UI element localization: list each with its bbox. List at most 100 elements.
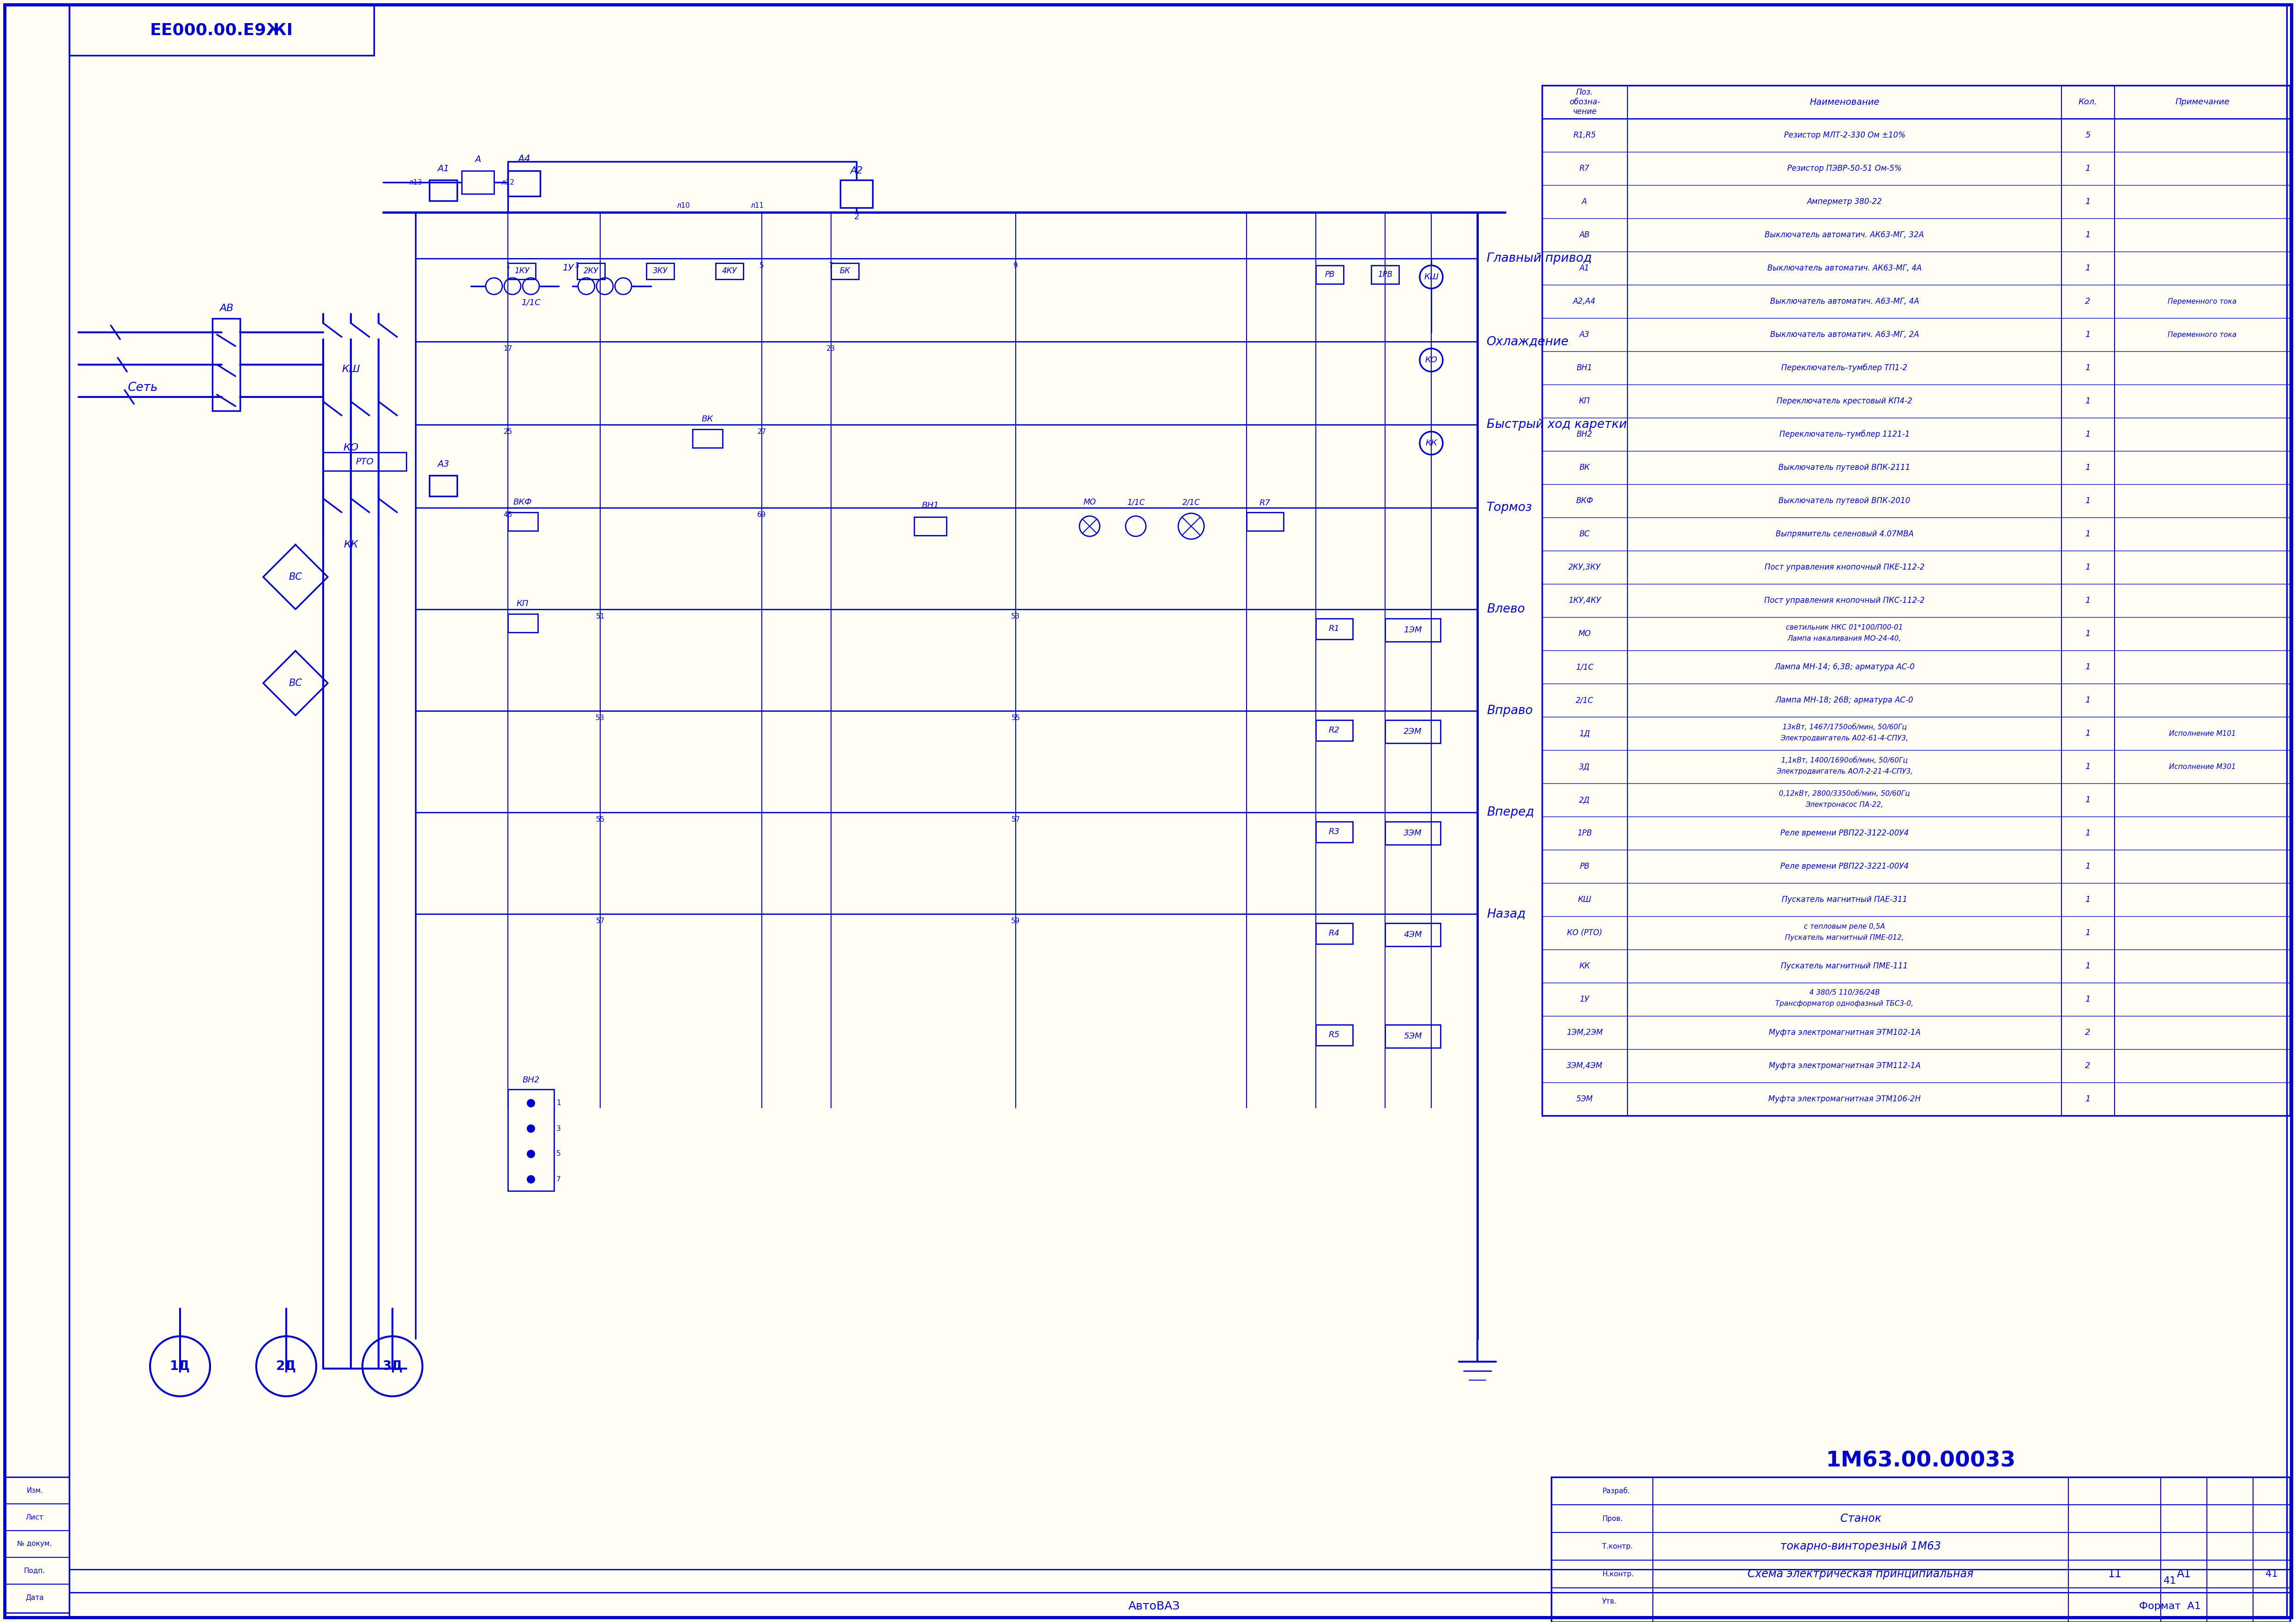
- Text: Электронасос ПА-22,: Электронасос ПА-22,: [1805, 801, 1883, 808]
- Text: Пускатель магнитный ПМЕ-111: Пускатель магнитный ПМЕ-111: [1782, 962, 1908, 970]
- Text: 1: 1: [2085, 829, 2089, 837]
- Text: 1М63.00.00033: 1М63.00.00033: [1825, 1450, 2016, 1471]
- Text: АВ: АВ: [218, 303, 234, 313]
- Text: Резистор МЛТ-2-330 Ом ±10%: Резистор МЛТ-2-330 Ом ±10%: [1784, 131, 1906, 139]
- Text: КП: КП: [517, 600, 528, 608]
- Text: 3ЭМ: 3ЭМ: [1403, 829, 1421, 837]
- Bar: [1384, 923, 1440, 946]
- Text: 1: 1: [2085, 563, 2089, 571]
- Bar: [1316, 618, 1352, 639]
- Text: ВН2: ВН2: [521, 1075, 540, 1083]
- Text: 1РВ: 1РВ: [1577, 829, 1591, 837]
- Text: 1: 1: [2085, 663, 2089, 672]
- Bar: [576, 263, 604, 279]
- Text: РТО: РТО: [356, 457, 374, 466]
- Text: 1: 1: [2085, 397, 2089, 406]
- Bar: [647, 263, 675, 279]
- Text: Муфта электромагнитная ЭТМ106-2Н: Муфта электромагнитная ЭТМ106-2Н: [1768, 1095, 1922, 1103]
- Bar: [1316, 822, 1352, 842]
- Text: № докум.: № докум.: [18, 1541, 53, 1547]
- Text: Выключатель автоматич. АК63-МГ, 4А: Выключатель автоматич. АК63-МГ, 4А: [1768, 264, 1922, 272]
- Text: Муфта электромагнитная ЭТМ102-1А: Муфта электромагнитная ЭТМ102-1А: [1768, 1028, 1919, 1036]
- Text: Переменного тока: Переменного тока: [2167, 331, 2236, 337]
- Text: 2: 2: [2085, 1028, 2089, 1036]
- Text: КШ: КШ: [1424, 272, 1440, 281]
- Text: Исполнение М301: Исполнение М301: [2170, 764, 2236, 770]
- Text: 2КУ: 2КУ: [583, 266, 599, 276]
- Text: 1: 1: [2085, 530, 2089, 539]
- Text: 1: 1: [2085, 1095, 2089, 1103]
- Text: ВН1: ВН1: [921, 501, 939, 509]
- Text: РВ: РВ: [1325, 271, 1334, 279]
- Text: Т.контр.: Т.контр.: [1603, 1543, 1632, 1549]
- Text: Выключатель путевой ВПК-2111: Выключатель путевой ВПК-2111: [1779, 464, 1910, 472]
- Text: 51: 51: [595, 613, 604, 620]
- Bar: [507, 170, 540, 196]
- Text: Исполнение М101: Исполнение М101: [2170, 730, 2236, 736]
- Text: 4 380/5 110/36/24В: 4 380/5 110/36/24В: [1809, 989, 1880, 996]
- Text: Выпрямитель селеновый 4.07МВА: Выпрямитель селеновый 4.07МВА: [1775, 530, 1913, 539]
- Text: 1: 1: [2085, 198, 2089, 206]
- Text: Кол.: Кол.: [2078, 97, 2096, 105]
- Text: 1ЭМ,2ЭМ: 1ЭМ,2ЭМ: [1566, 1028, 1603, 1036]
- Text: А3: А3: [436, 459, 450, 469]
- Text: АВ: АВ: [1580, 230, 1589, 238]
- Text: 7: 7: [829, 261, 833, 269]
- Bar: [1384, 1025, 1440, 1048]
- Bar: [5, 1478, 69, 1612]
- Text: КК: КК: [344, 540, 358, 550]
- Text: 1КУ: 1КУ: [514, 266, 528, 276]
- Text: 5: 5: [760, 261, 765, 269]
- Text: Амперметр 380-22: Амперметр 380-22: [1807, 198, 1883, 206]
- Bar: [507, 513, 537, 530]
- Text: R4: R4: [1329, 929, 1341, 938]
- Text: 1: 1: [2085, 164, 2089, 172]
- Text: 1: 1: [556, 1100, 560, 1106]
- Text: ВКФ: ВКФ: [514, 498, 533, 506]
- Text: R5: R5: [1329, 1030, 1341, 1040]
- Bar: [1316, 1025, 1352, 1046]
- Text: ВС: ВС: [289, 678, 303, 688]
- Text: 2/1С: 2/1С: [1182, 498, 1201, 506]
- Text: РВ: РВ: [1580, 863, 1589, 871]
- Text: 2: 2: [2085, 1062, 2089, 1071]
- Text: 1/1С: 1/1С: [521, 298, 540, 307]
- Text: 2ЭМ: 2ЭМ: [1403, 727, 1421, 736]
- Bar: [429, 475, 457, 496]
- Text: А1: А1: [2177, 1568, 2190, 1580]
- Text: А1: А1: [1580, 264, 1589, 272]
- Text: Реле времени РВП22-3122-00У4: Реле времени РВП22-3122-00У4: [1779, 829, 1908, 837]
- Text: 1/1С: 1/1С: [1575, 663, 1593, 672]
- Text: 2Д: 2Д: [276, 1359, 296, 1372]
- Bar: [716, 263, 744, 279]
- Text: R7: R7: [1261, 500, 1270, 508]
- Text: Переключатель-тумблер ТП1-2: Переключатель-тумблер ТП1-2: [1782, 363, 1908, 371]
- Text: Утв.: Утв.: [1603, 1598, 1616, 1606]
- Text: Разраб.: Разраб.: [1603, 1487, 1630, 1494]
- Circle shape: [528, 1176, 535, 1182]
- Text: Переменного тока: Переменного тока: [2167, 298, 2236, 305]
- Text: Лист: Лист: [25, 1513, 44, 1521]
- Text: Быстрый ход каретки: Быстрый ход каретки: [1486, 418, 1628, 431]
- Text: ВС: ВС: [1580, 530, 1589, 539]
- Text: Лампа накаливания МО-24-40,: Лампа накаливания МО-24-40,: [1789, 634, 1901, 642]
- Text: Пост управления кнопочный ПКС-112-2: Пост управления кнопочный ПКС-112-2: [1763, 597, 1924, 605]
- Text: Пускатель магнитный ПАЕ-311: Пускатель магнитный ПАЕ-311: [1782, 895, 1908, 903]
- Text: Выключатель автоматич. А63-МГ, 2А: Выключатель автоматич. А63-МГ, 2А: [1770, 331, 1919, 339]
- Text: Схема электрическая принципиальная: Схема электрическая принципиальная: [1747, 1568, 1975, 1580]
- Bar: [831, 263, 859, 279]
- Bar: [1384, 720, 1440, 743]
- Text: л13: л13: [409, 178, 422, 187]
- Text: 27: 27: [758, 428, 767, 435]
- Text: 1: 1: [2085, 762, 2089, 770]
- Text: 1Д: 1Д: [170, 1359, 191, 1372]
- Bar: [211, 318, 241, 410]
- Text: 3: 3: [556, 1126, 560, 1132]
- Text: 5ЭМ: 5ЭМ: [1575, 1095, 1593, 1103]
- Text: Поз.
обозна-
чение: Поз. обозна- чение: [1568, 88, 1600, 115]
- Text: Главный привод: Главный привод: [1486, 253, 1591, 264]
- Text: 25: 25: [503, 428, 512, 435]
- Bar: [324, 453, 406, 470]
- Text: 69: 69: [758, 511, 767, 517]
- Text: R1: R1: [1329, 624, 1341, 633]
